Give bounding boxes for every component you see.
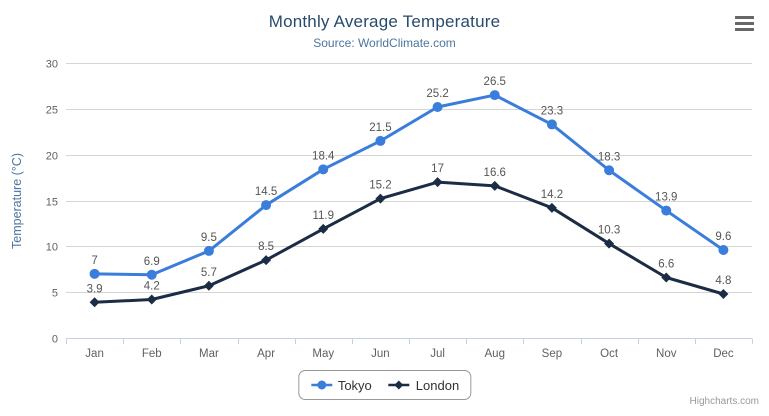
tokyo-legend-marker [310,380,332,390]
x-axis-tick-label: Jun [371,348,390,360]
london-line[interactable] [93,180,725,304]
london-point[interactable] [89,297,100,308]
london-legend-marker [388,380,410,390]
x-axis-tick-label: Apr [257,348,275,360]
tokyo-data-label: 7 [91,255,97,267]
london-point[interactable] [375,193,386,204]
x-axis-tick-label: May [312,348,334,360]
legend-label-london: London [415,377,460,393]
x-axis-tick-label: Oct [600,348,619,360]
tokyo-data-label: 9.5 [201,232,217,244]
tokyo-data-label: 25.2 [426,88,448,100]
tokyo-point[interactable] [203,245,214,256]
tokyo-point[interactable] [489,90,500,101]
legend-label-tokyo: Tokyo [337,377,372,393]
london-data-label: 8.5 [258,241,274,253]
tokyo-point[interactable] [375,135,386,146]
hamburger-icon [735,16,754,19]
london-data-label: 15.2 [369,180,391,192]
tokyo-data-label: 18.4 [312,150,335,162]
y-axis-tick-label: 15 [46,197,58,209]
tokyo-point[interactable] [718,245,729,255]
legend-item-tokyo[interactable]: Tokyo [310,378,372,393]
tokyo-point[interactable] [146,269,157,280]
london-point[interactable] [203,280,214,291]
x-axis-tick-label: Sep [542,348,562,360]
x-axis-tick-label: Feb [142,348,162,360]
london-point[interactable] [261,255,272,266]
london-data-label: 4.8 [715,275,731,287]
london-data-label: 6.6 [658,259,674,271]
legend: Tokyo London [297,370,472,400]
london-point[interactable] [489,180,500,191]
legend-item-london[interactable]: London [388,378,459,393]
london-point[interactable] [604,238,615,249]
tokyo-point[interactable] [604,165,615,176]
y-axis-tick-label: 10 [46,242,58,254]
tokyo-point[interactable] [546,119,557,130]
tokyo-data-label: 26.5 [484,76,506,88]
y-axis-tick-label: 0 [52,334,58,346]
chart-subtitle: Source: WorldClimate.com [313,36,456,50]
y-axis-tick-label: 5 [52,288,58,300]
tokyo-data-label: 18.3 [598,151,620,163]
london-data-label: 14.2 [541,189,563,201]
tokyo-data-label: 6.9 [144,256,160,268]
london-point[interactable] [546,202,557,213]
credits-link[interactable]: Highcharts.com [689,396,759,407]
london-data-label: 5.7 [201,267,217,279]
london-data-label: 10.3 [598,225,620,237]
export-menu-button[interactable] [735,16,754,31]
london-data-label: 11.9 [312,210,334,222]
x-axis-tick-label: Mar [199,348,219,360]
tokyo-point[interactable] [661,205,672,216]
tokyo-data-label: 13.9 [655,192,677,204]
tokyo-data-label: 9.6 [715,231,731,243]
london-point[interactable] [318,223,329,234]
hamburger-icon [735,22,754,25]
tokyo-data-label: 23.3 [541,105,563,117]
london-point[interactable] [661,272,672,283]
london-data-label: 16.6 [484,167,506,179]
tokyo-line[interactable] [93,93,725,277]
hamburger-icon [735,28,754,31]
x-axis-tick-label: Nov [656,348,677,360]
x-axis-tick-label: Jul [430,348,445,360]
tokyo-point[interactable] [261,200,272,211]
tokyo-point[interactable] [318,164,329,175]
y-axis-tick-label: 20 [46,151,58,163]
tokyo-point[interactable] [89,268,100,279]
london-point[interactable] [432,177,443,188]
tokyo-point[interactable] [432,102,443,112]
london-point[interactable] [718,289,729,299]
london-data-label: 3.9 [87,283,103,295]
tokyo-data-label: 21.5 [369,122,391,134]
london-data-label: 17 [431,163,444,175]
x-axis-tick-label: Jan [85,348,104,360]
y-axis-tick-label: 25 [46,105,58,117]
london-data-label: 4.2 [144,281,160,293]
london-point[interactable] [146,294,157,305]
y-axis-tick-label: 30 [46,59,58,71]
tokyo-data-label: 14.5 [255,186,277,198]
y-axis-title: Temperature (°C) [10,153,24,249]
chart-title: Monthly Average Temperature [268,12,501,31]
x-axis-tick-label: Aug [485,348,505,360]
x-axis-tick-label: Dec [713,348,734,360]
